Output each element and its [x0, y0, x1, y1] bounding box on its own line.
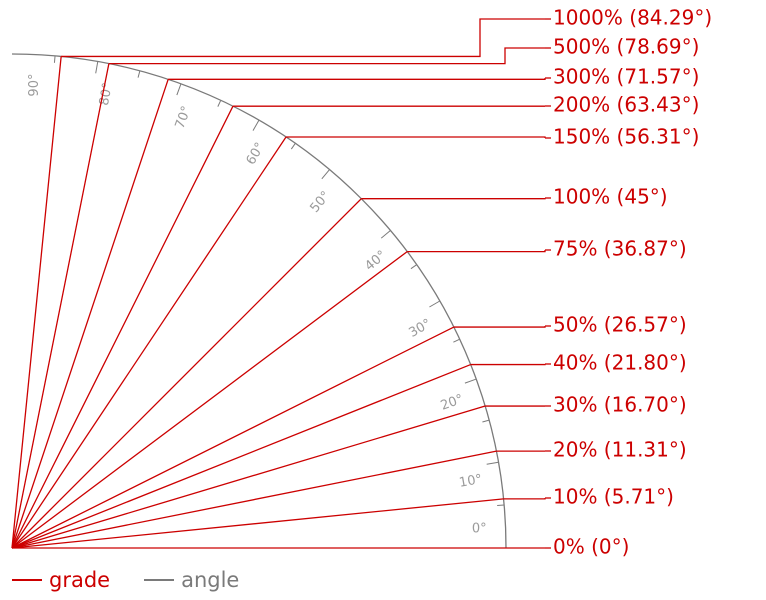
legend-label-grade: grade	[49, 568, 111, 592]
angle-tick-label: 0°	[472, 521, 487, 536]
grade-label: 0% (0°)	[553, 535, 629, 559]
angle-major-tick	[486, 461, 499, 465]
grade-leader	[407, 250, 546, 253]
grade-labels-layer: 0% (0°) 10% (5.71°) 20% (11.31°) 30% (16.70…	[553, 6, 712, 559]
angle-minor-tick	[410, 264, 417, 270]
angle-major-tick	[95, 61, 99, 74]
angle-tick-label: 30°	[407, 316, 434, 341]
legend-label-angle: angle	[181, 568, 240, 592]
grade-label: 40% (21.80°)	[553, 351, 687, 375]
angle-major-tick	[380, 230, 391, 239]
grade-leader	[361, 198, 546, 200]
grade-ray	[11, 136, 287, 549]
angle-tick-label: 80°	[97, 82, 116, 107]
grade-label: 100% (45°)	[553, 185, 668, 209]
angle-tick-label: 60°	[244, 140, 269, 167]
grade-ray	[11, 326, 455, 549]
grade-ray	[11, 63, 110, 549]
grade-label: 10% (5.71°)	[553, 485, 674, 509]
grade-label: 75% (36.87°)	[553, 237, 687, 261]
angle-tick-label: 90°	[27, 74, 42, 97]
angle-major-tick	[321, 169, 330, 180]
legend-item-grade: grade	[12, 568, 110, 592]
angle-tick-label: 20°	[439, 392, 466, 414]
grade-ray	[11, 363, 471, 549]
legend: grade angle	[12, 567, 273, 593]
grade-line	[11, 450, 551, 549]
grade-ray	[11, 79, 169, 549]
legend-swatch-angle	[144, 579, 175, 581]
angle-minor-tick	[137, 70, 141, 78]
legend-swatch-grade	[12, 579, 42, 581]
grade-leader	[168, 78, 546, 80]
grade-label: 500% (78.69°)	[553, 35, 699, 59]
angle-major-tick	[176, 83, 182, 96]
grade-leader	[470, 363, 546, 366]
angle-tick-label: 10°	[458, 472, 483, 491]
grade-line	[11, 405, 551, 549]
grade-ray	[11, 56, 62, 549]
angle-minor-tick	[482, 419, 490, 423]
grade-ray	[11, 498, 504, 549]
angle-major-tick	[429, 300, 441, 308]
angle-minor-tick	[53, 55, 56, 63]
grade-label: 50% (26.57°)	[553, 313, 687, 337]
grade-line	[11, 105, 551, 549]
angle-minor-tick	[453, 338, 460, 343]
angle-tick-label: 70°	[173, 104, 195, 131]
angle-tick-label: 40°	[362, 248, 389, 274]
angle-minor-tick	[290, 143, 296, 150]
grade-lines-layer	[11, 18, 551, 549]
legend-item-angle: angle	[144, 568, 239, 592]
grade-label: 150% (56.31°)	[553, 125, 699, 149]
grade-label: 20% (11.31°)	[553, 438, 687, 462]
grade-line	[11, 197, 551, 549]
grade-leader	[453, 326, 546, 328]
grade-leader	[61, 18, 545, 58]
grade-label: 1000% (84.29°)	[553, 6, 712, 30]
angle-tick-label: 50°	[307, 189, 333, 216]
angle-minor-tick	[497, 504, 505, 507]
angle-major-tick	[252, 119, 260, 131]
grade-label: 30% (16.70°)	[553, 393, 687, 417]
grade-line	[11, 363, 551, 549]
grade-leader	[108, 47, 545, 65]
angle-minor-tick	[217, 100, 222, 107]
grade-ray	[11, 251, 408, 549]
grade-ray	[11, 198, 362, 549]
grade-leader	[286, 136, 546, 138]
grade-line	[11, 136, 551, 549]
grade-ray	[11, 105, 234, 549]
grade-leader	[503, 498, 546, 500]
grade-line	[11, 77, 551, 549]
grade-line	[11, 47, 551, 549]
grade-line	[11, 497, 551, 549]
angle-major-tick	[464, 378, 477, 384]
grade-label: 300% (71.57°)	[553, 65, 699, 89]
grade-label: 200% (63.43°)	[553, 93, 699, 117]
grade-ray	[11, 405, 486, 549]
grade-line	[11, 249, 551, 549]
grade-ray	[11, 450, 497, 549]
grade-line	[11, 18, 551, 549]
grade-line	[11, 325, 551, 549]
